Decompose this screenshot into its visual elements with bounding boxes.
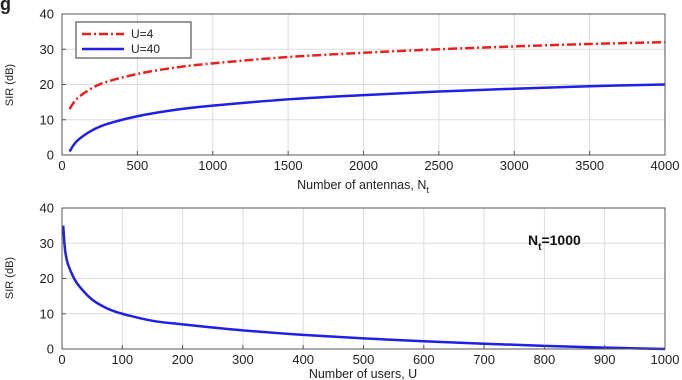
y-tick-label: 30	[40, 236, 54, 251]
page-fragment-text: g	[0, 0, 11, 14]
y-tick-label: 10	[40, 306, 54, 321]
chart-top: 0 500 1000 1500 2000 2500 3000 3500 4000 0 10 20 30 4…	[4, 7, 679, 196]
x-tick-label: 3500	[575, 158, 604, 173]
legend-label-u4: U=4	[131, 27, 154, 41]
ticks-top: 0 500 1000 1500 2000 2500 3000 3500 4000 0 10 20 30 4…	[40, 7, 680, 174]
x-tick-label: 700	[473, 352, 495, 367]
x-tick-label: 1000	[198, 158, 227, 173]
x-tick-label: 900	[594, 352, 616, 367]
x-tick-label: 500	[127, 158, 149, 173]
annotation-nt: Nt=1000	[528, 232, 581, 253]
x-tick-label: 1000	[651, 352, 680, 367]
series-group-top	[68, 40, 666, 153]
y-axis-label-top: SIR (dB)	[4, 64, 16, 106]
chart-bottom: 0 100 200 300 400 500 600 700 800 900 1000 0 10 20 30 4…	[4, 201, 679, 380]
y-tick-label: 20	[40, 271, 54, 286]
x-tick-label: 0	[58, 158, 65, 173]
legend-label-u40: U=40	[131, 42, 160, 56]
x-tick-label: 200	[172, 352, 194, 367]
x-tick-label: 800	[534, 352, 556, 367]
x-tick-label: 0	[58, 352, 65, 367]
x-tick-label: 4000	[651, 158, 680, 173]
legend-box	[75, 21, 192, 59]
x-tick-label: 300	[232, 352, 254, 367]
series-line-u40	[68, 83, 666, 153]
x-axis-label-bottom: Number of users, U	[309, 367, 417, 380]
x-tick-label: 400	[292, 352, 314, 367]
y-axis-label-bottom: SIR (dB)	[4, 257, 16, 299]
y-tick-label: 30	[40, 42, 54, 57]
series-group-bottom	[61, 225, 666, 351]
series-line-1-0	[61, 225, 666, 351]
y-tick-label: 0	[47, 342, 54, 357]
x-tick-label: 500	[353, 352, 375, 367]
x-tick-label: 600	[413, 352, 435, 367]
y-tick-label: 40	[40, 7, 54, 22]
x-axis-label-top: Number of antennas, Nt	[297, 178, 429, 195]
y-tick-label: 0	[47, 148, 54, 163]
x-tick-label: 1500	[274, 158, 303, 173]
x-tick-label: 2000	[349, 158, 378, 173]
legend-top: U=4 U=40	[75, 21, 192, 59]
x-tick-label: 3000	[500, 158, 529, 173]
x-tick-label: 2500	[424, 158, 453, 173]
y-tick-label: 40	[40, 201, 54, 216]
x-tick-label: 100	[111, 352, 133, 367]
ticks-bottom: 0 100 200 300 400 500 600 700 800 900 1000 0 10 20 30 4…	[40, 201, 680, 368]
y-tick-label: 20	[40, 77, 54, 92]
y-tick-label: 10	[40, 112, 54, 127]
